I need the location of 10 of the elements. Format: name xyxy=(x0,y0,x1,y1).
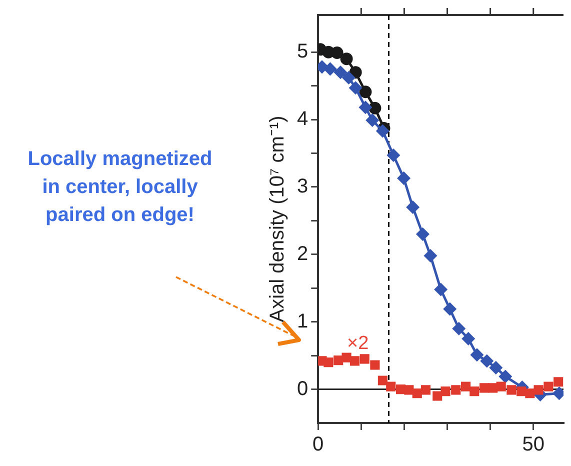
y-axis-title: Axial density (10⁷ cm⁻¹) xyxy=(266,116,289,322)
y-tick-label: 2 xyxy=(297,242,308,265)
text: Locally magnetized in center, locally paired on edge! xyxy=(26,147,214,228)
annotation: ×2 xyxy=(347,333,369,355)
y-tick-label: 1 xyxy=(297,310,308,332)
y-tick-label: 3 xyxy=(297,175,308,198)
y-tick-label: 0 xyxy=(297,378,308,400)
x-tick-label: 50 xyxy=(522,434,544,456)
y-tick-label: 4 xyxy=(297,108,308,130)
y-tick-label: 5 xyxy=(297,40,308,63)
